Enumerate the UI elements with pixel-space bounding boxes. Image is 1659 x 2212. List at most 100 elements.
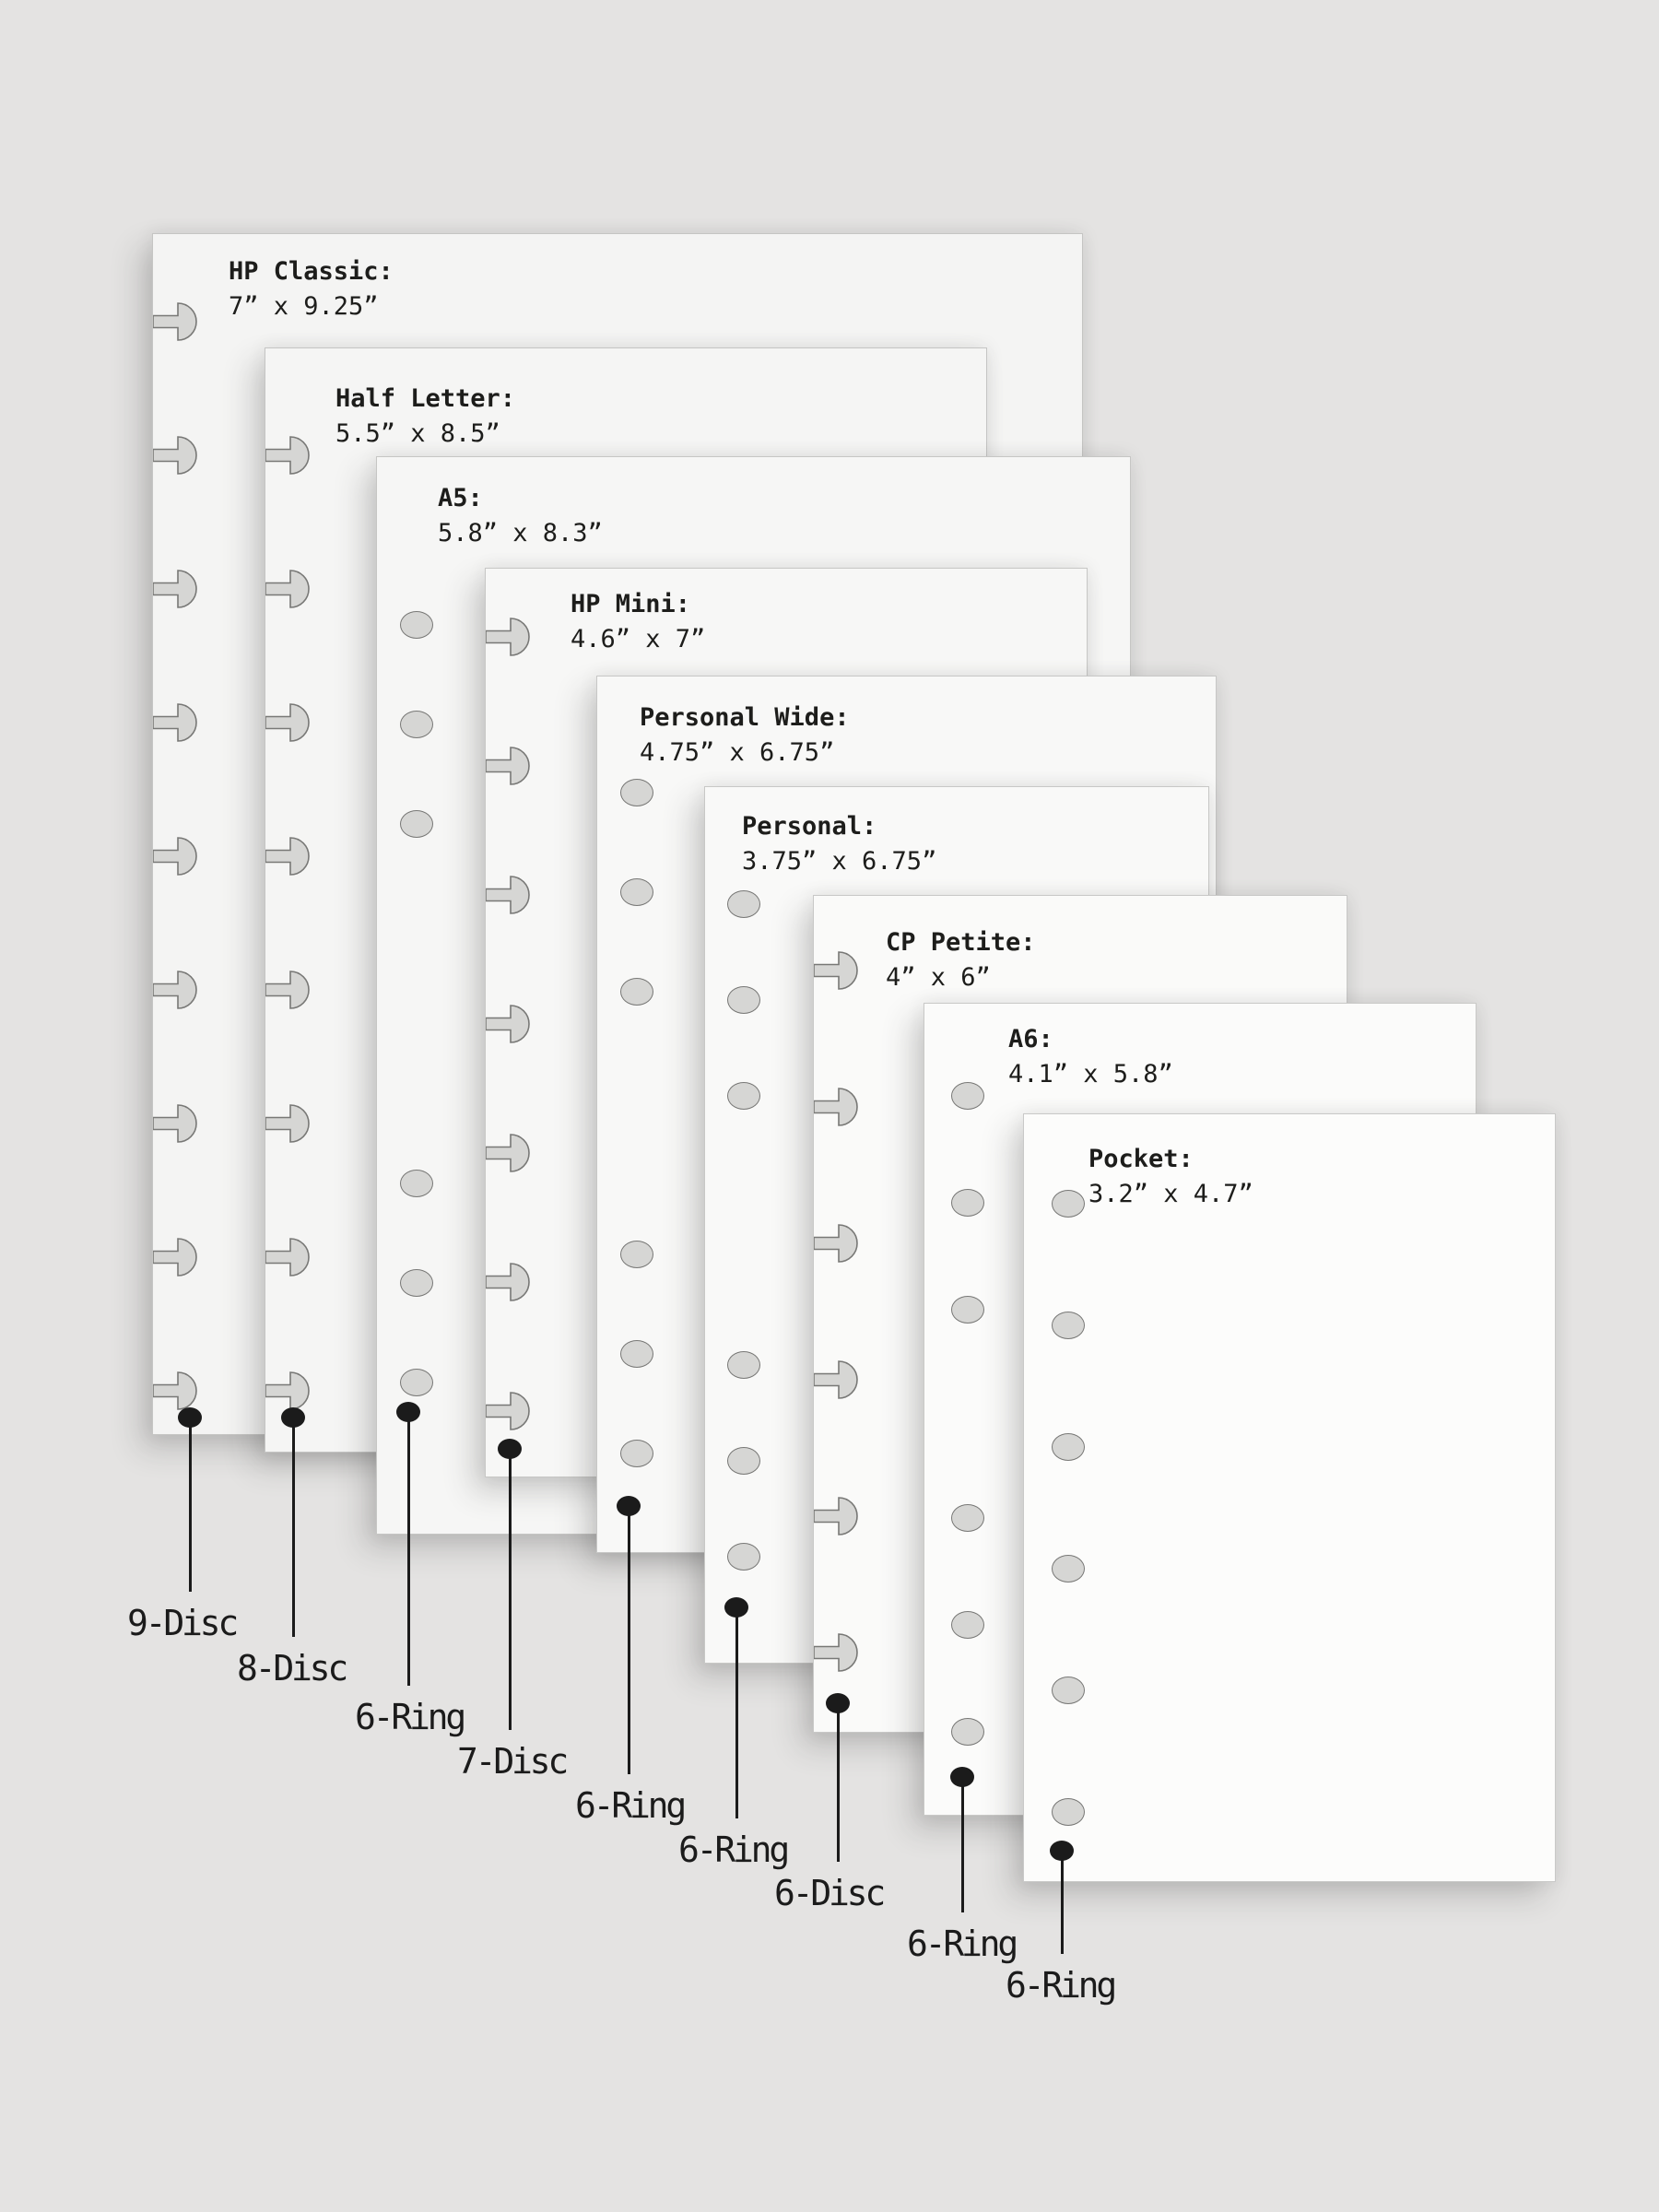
sheet-name: A6:	[1008, 1025, 1053, 1053]
ring-hole-icon	[951, 1296, 984, 1324]
sheet-size-label: Personal Wide: 4.75” x 6.75”	[640, 700, 850, 771]
disc-hole-icon	[265, 1238, 310, 1277]
ring-hole-icon	[951, 1082, 984, 1110]
disc-hole-icon	[265, 1104, 310, 1143]
disc-hole-icon	[265, 703, 310, 742]
disc-hole-icon	[153, 1238, 197, 1277]
ring-hole-icon	[1052, 1312, 1085, 1339]
disc-hole-icon	[153, 1371, 197, 1410]
ring-hole-icon	[727, 1082, 760, 1110]
ring-hole-icon	[620, 1241, 653, 1268]
sheet-dimensions: 5.5” x 8.5”	[335, 419, 500, 448]
disc-hole-icon	[814, 1497, 858, 1535]
sheet-size-label: CP Petite: 4” x 6”	[886, 925, 1036, 995]
callout-dot	[281, 1407, 305, 1428]
ring-hole-icon	[400, 1170, 433, 1197]
sheet-dimensions: 5.8” x 8.3”	[438, 519, 603, 547]
callout-line	[508, 1449, 512, 1730]
sheet-dimensions: 4.1” x 5.8”	[1008, 1060, 1173, 1088]
ring-hole-icon	[400, 1269, 433, 1297]
callout-dot	[396, 1402, 420, 1422]
sheet-dimensions: 4.6” x 7”	[571, 625, 706, 653]
sheet-name: HP Mini:	[571, 590, 691, 618]
ring-hole-icon	[1052, 1555, 1085, 1583]
callout-line	[291, 1418, 295, 1637]
binding-label-personal: 6-Ring	[677, 1830, 790, 1870]
disc-hole-icon	[153, 971, 197, 1009]
sheet-name: HP Classic:	[229, 257, 394, 286]
callout-dot	[950, 1767, 974, 1787]
ring-hole-icon	[951, 1611, 984, 1639]
ring-hole-icon	[400, 810, 433, 838]
disc-hole-icon	[814, 1088, 858, 1126]
ring-hole-icon	[727, 986, 760, 1014]
disc-hole-icon	[486, 1263, 530, 1301]
ring-hole-icon	[951, 1504, 984, 1532]
callout-line	[1060, 1851, 1064, 1954]
ring-hole-icon	[620, 1440, 653, 1467]
ring-hole-icon	[620, 978, 653, 1006]
sheet-size-label: A5: 5.8” x 8.3”	[438, 481, 603, 551]
callout-line	[960, 1777, 964, 1912]
disc-hole-icon	[153, 436, 197, 475]
sheet-dimensions: 4.75” x 6.75”	[640, 738, 835, 767]
sheet-name: A5:	[438, 484, 483, 512]
ring-hole-icon	[620, 779, 653, 806]
sheet-size-label: Half Letter: 5.5” x 8.5”	[335, 382, 515, 452]
callout-dot	[1050, 1841, 1074, 1861]
binding-label-personal-wide: 6-Ring	[574, 1785, 687, 1826]
callout-line	[735, 1607, 738, 1818]
sheet-name: Personal:	[742, 812, 877, 841]
disc-hole-icon	[486, 1005, 530, 1043]
callout-line	[836, 1703, 840, 1862]
callout-line	[188, 1418, 192, 1592]
disc-hole-icon	[486, 1392, 530, 1430]
disc-hole-icon	[265, 837, 310, 876]
sheet-dimensions: 7” x 9.25”	[229, 292, 379, 321]
ring-hole-icon	[951, 1189, 984, 1217]
binding-label-cp-petite: 6-Disc	[773, 1873, 886, 1913]
sheet-name: Personal Wide:	[640, 703, 850, 732]
disc-hole-icon	[814, 951, 858, 990]
disc-hole-icon	[153, 703, 197, 742]
ring-hole-icon	[727, 1351, 760, 1379]
ring-hole-icon	[400, 1369, 433, 1396]
disc-hole-icon	[486, 618, 530, 656]
callout-line	[406, 1412, 410, 1686]
callout-dot	[498, 1439, 522, 1459]
disc-hole-icon	[486, 747, 530, 785]
ring-hole-icon	[1052, 1433, 1085, 1461]
callout-dot	[617, 1496, 641, 1516]
callout-line	[627, 1506, 630, 1774]
ring-hole-icon	[727, 890, 760, 918]
disc-hole-icon	[265, 436, 310, 475]
disc-hole-icon	[265, 971, 310, 1009]
sheet-pocket: Pocket: 3.2” x 4.7”	[1023, 1113, 1556, 1882]
sheet-size-label: HP Mini: 4.6” x 7”	[571, 587, 705, 657]
sheet-dimensions: 4” x 6”	[886, 963, 991, 992]
disc-hole-icon	[814, 1633, 858, 1672]
binding-label-a6: 6-Ring	[906, 1924, 1018, 1964]
callout-dot	[178, 1407, 202, 1428]
disc-hole-icon	[486, 1134, 530, 1172]
binding-label-a5: 6-Ring	[354, 1697, 466, 1737]
sheet-dimensions: 3.2” x 4.7”	[1088, 1180, 1253, 1208]
disc-hole-icon	[814, 1360, 858, 1399]
binding-label-half-letter: 8-Disc	[236, 1648, 348, 1688]
ring-hole-icon	[620, 1340, 653, 1368]
ring-hole-icon	[400, 611, 433, 639]
disc-hole-icon	[153, 1104, 197, 1143]
disc-hole-icon	[265, 1371, 310, 1410]
ring-hole-icon	[620, 878, 653, 906]
sheet-name: Half Letter:	[335, 384, 516, 413]
sheet-name: CP Petite:	[886, 928, 1036, 957]
disc-hole-icon	[153, 302, 197, 341]
sheet-name: Pocket:	[1088, 1145, 1194, 1173]
sheet-dimensions: 3.75” x 6.75”	[742, 847, 937, 876]
disc-hole-icon	[265, 570, 310, 608]
ring-hole-icon	[1052, 1798, 1085, 1826]
binding-label-hp-classic: 9-Disc	[126, 1603, 239, 1643]
disc-hole-icon	[153, 837, 197, 876]
